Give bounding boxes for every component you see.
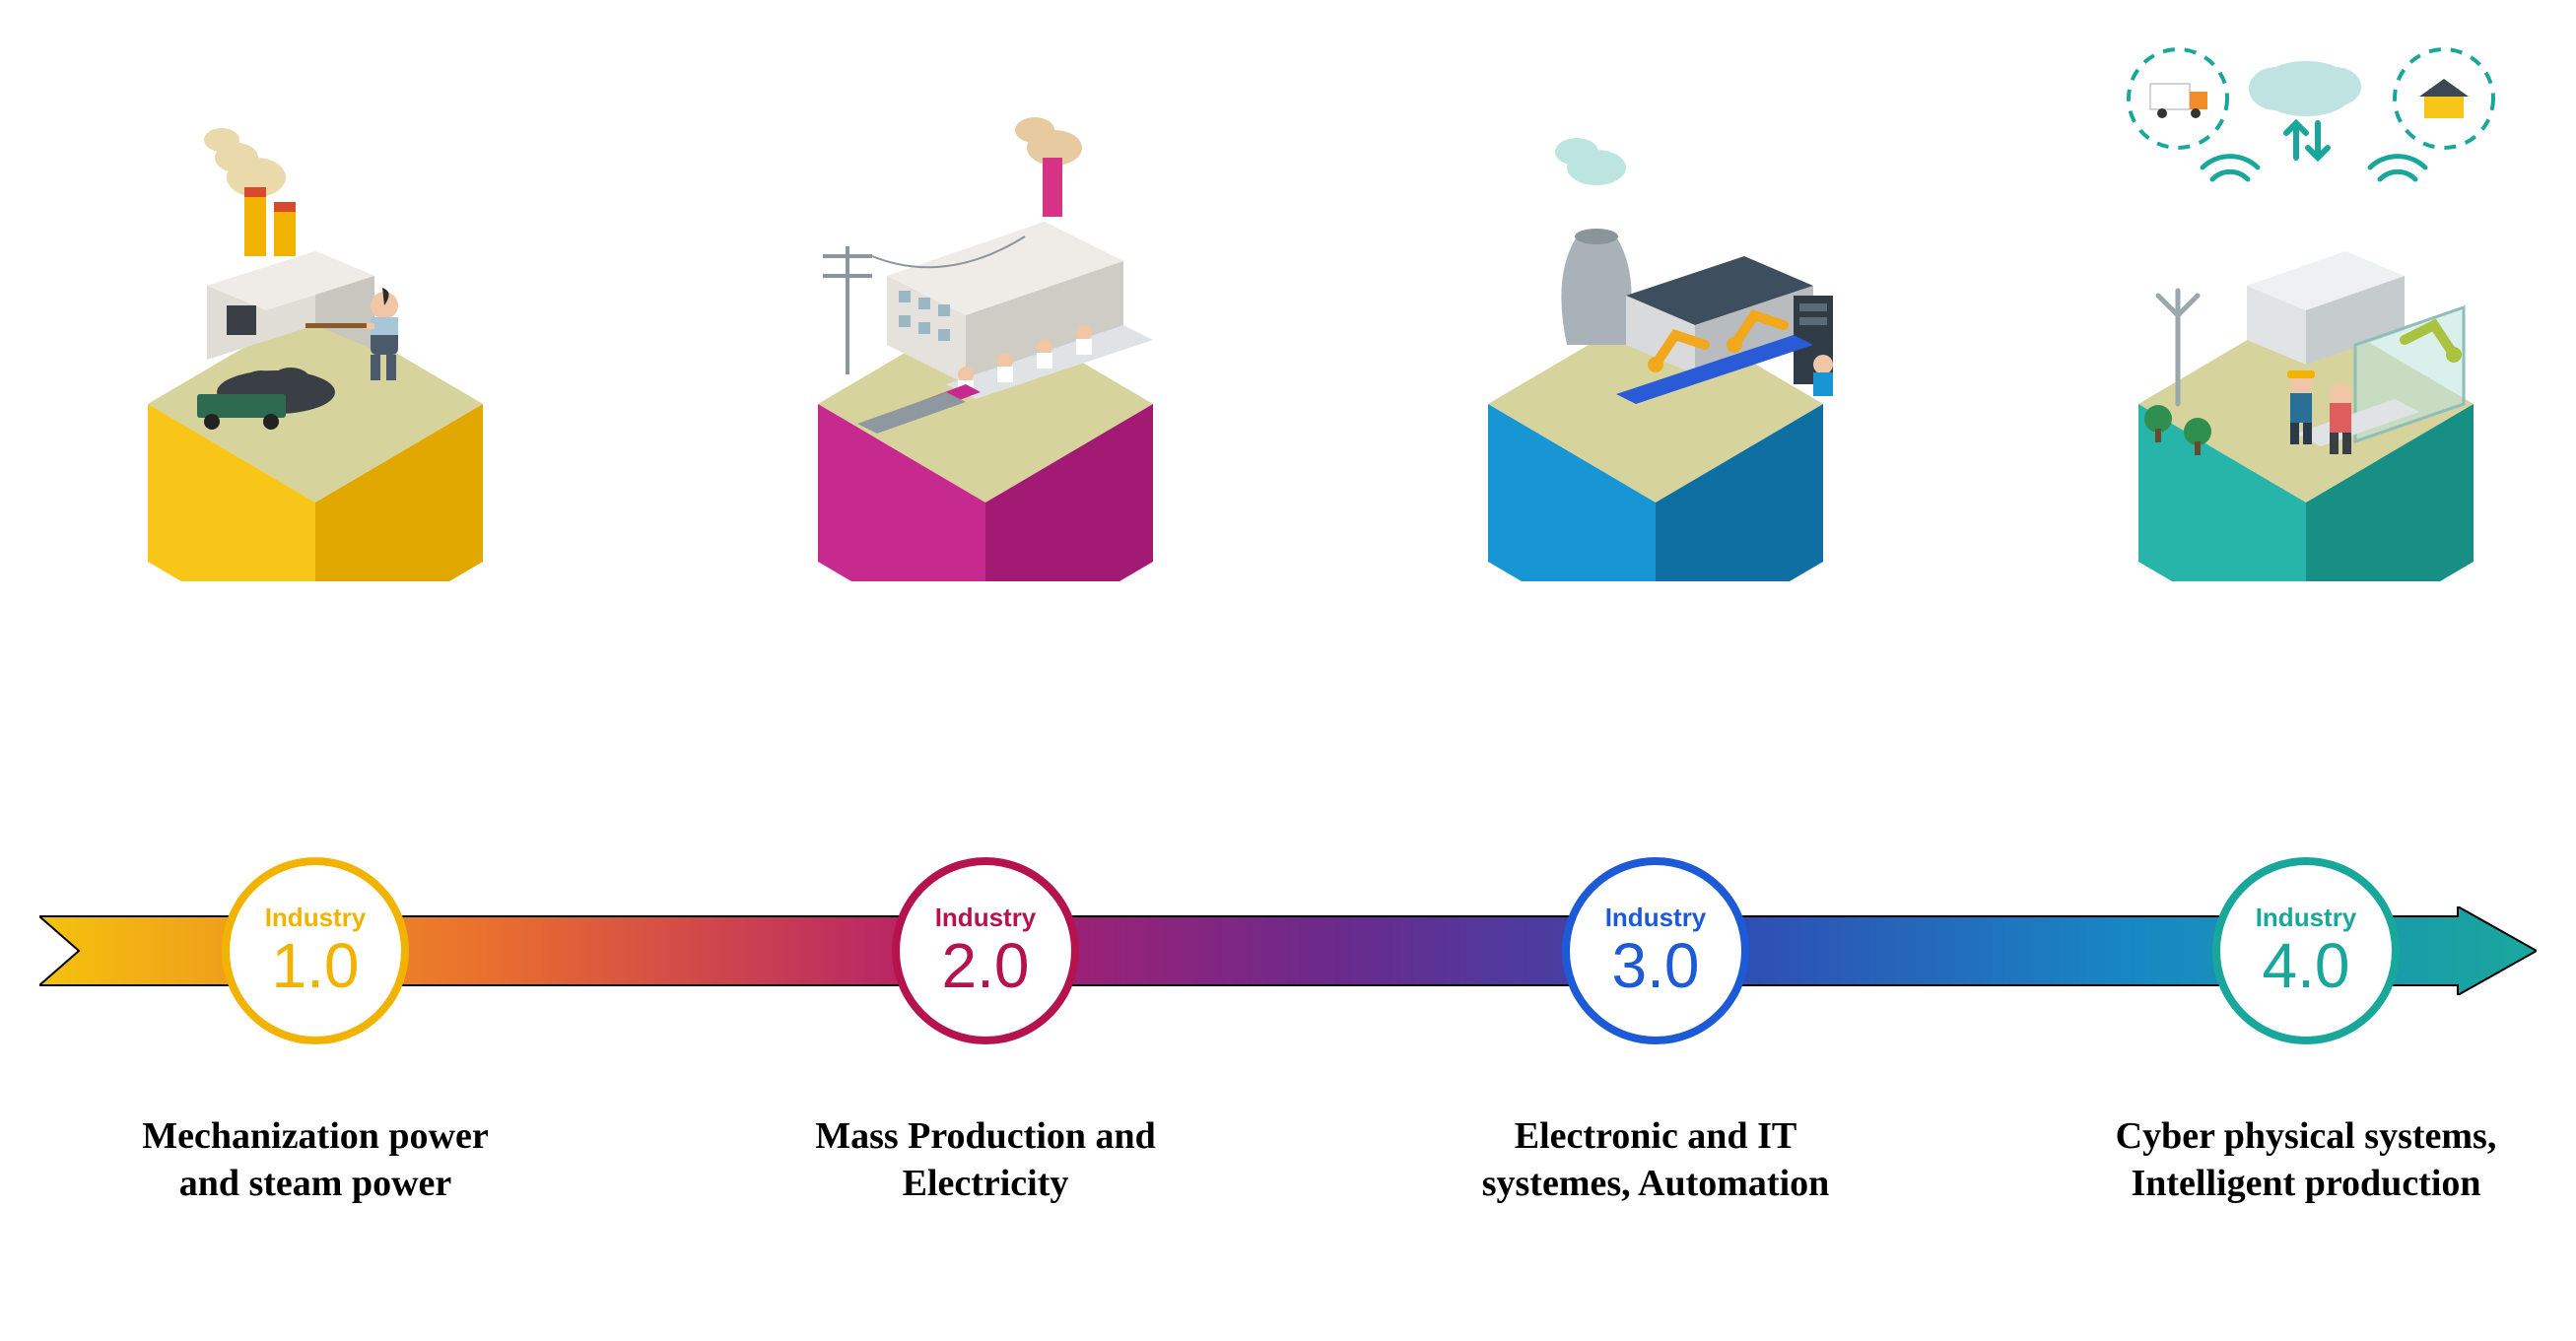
caption-1: Mechanization power and steam power — [108, 1113, 522, 1207]
badge-3-version: 3.0 — [1612, 934, 1700, 997]
badge-4-label: Industry — [2256, 905, 2357, 930]
stage-2-illustration — [769, 69, 1202, 581]
timeline-arrow-svg — [39, 906, 2537, 995]
stage-3-illustration — [1439, 69, 1872, 581]
badge-industry-2: Industry 2.0 — [892, 857, 1079, 1044]
caption-4: Cyber physical systems, Intelligent prod… — [2099, 1113, 2513, 1207]
stage-1-svg — [99, 69, 532, 581]
caption-2: Mass Production and Electricity — [779, 1113, 1192, 1207]
badge-3-label: Industry — [1605, 905, 1707, 930]
caption-3: Electronic and IT systemes, Automation — [1449, 1113, 1863, 1207]
timeline-arrow-shape — [39, 906, 2537, 995]
stage-4-svg — [2089, 30, 2523, 581]
badge-industry-3: Industry 3.0 — [1562, 857, 1749, 1044]
badge-2-label: Industry — [935, 905, 1037, 930]
badge-4-version: 4.0 — [2263, 934, 2350, 997]
badge-industry-1: Industry 1.0 — [222, 857, 409, 1044]
stage-4-illustration — [2089, 30, 2523, 542]
badge-2-version: 2.0 — [942, 934, 1030, 997]
stage-1-illustration — [99, 69, 532, 581]
badge-1-label: Industry — [265, 905, 367, 930]
stage-3-svg — [1439, 69, 1872, 581]
badge-industry-4: Industry 4.0 — [2212, 857, 2400, 1044]
stage-2-svg — [769, 69, 1202, 581]
timeline-arrow — [39, 906, 2537, 995]
industry-evolution-infographic: Industry 1.0 Industry 2.0 Industry 3.0 I… — [0, 0, 2576, 1341]
badge-1-version: 1.0 — [272, 934, 360, 997]
